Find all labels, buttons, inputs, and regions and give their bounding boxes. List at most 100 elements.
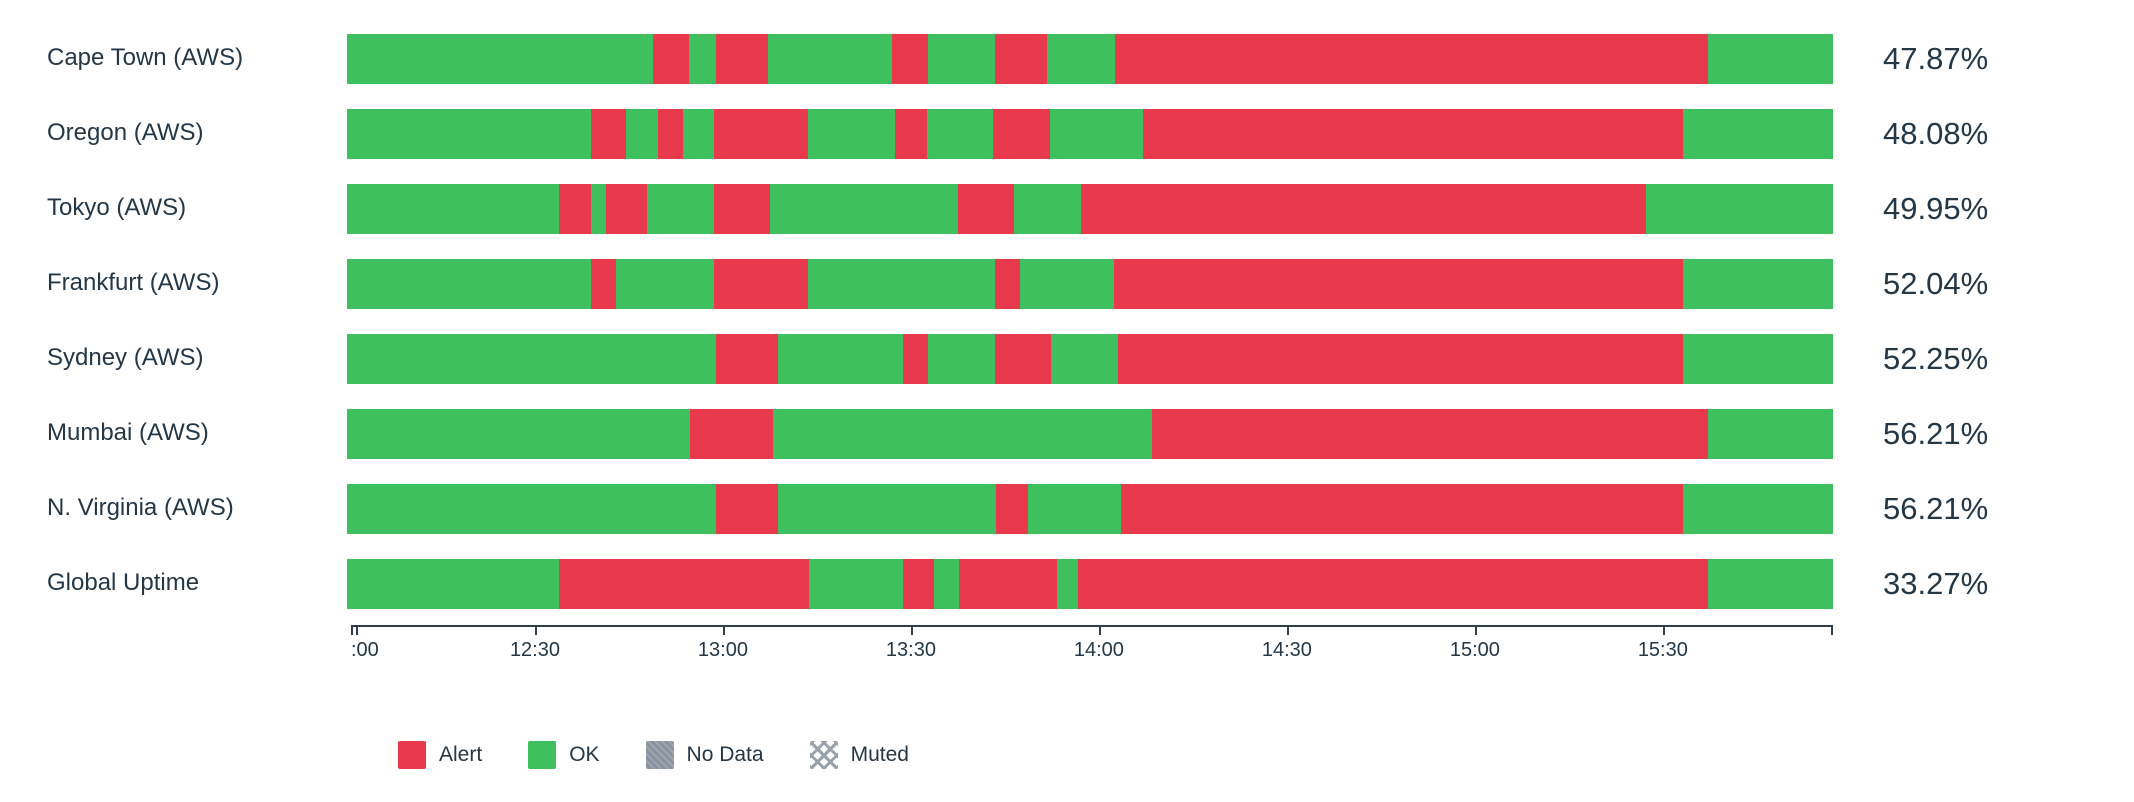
bar-segment-ok[interactable] [626, 108, 658, 159]
bar-segment-ok[interactable] [933, 558, 960, 609]
bar-segment-alert[interactable] [715, 33, 768, 84]
bar-segment-alert[interactable] [1113, 258, 1683, 309]
bar-segment-ok[interactable] [1046, 33, 1116, 84]
axis-tick [910, 625, 913, 635]
bar-segment-ok[interactable] [1708, 558, 1833, 609]
uptime-bar[interactable] [347, 108, 1833, 159]
uptime-bar[interactable] [347, 183, 1833, 234]
bar-segment-ok[interactable] [926, 108, 994, 159]
uptime-percentage: 56.21% [1883, 490, 1989, 526]
bar-segment-ok[interactable] [1645, 183, 1833, 234]
bar-segment-ok[interactable] [347, 408, 691, 459]
bar-segment-ok[interactable] [770, 183, 958, 234]
bar-segment-ok[interactable] [1051, 333, 1119, 384]
bar-segment-ok[interactable] [767, 33, 893, 84]
bar-segment-ok[interactable] [1682, 108, 1833, 159]
bar-segment-alert[interactable] [993, 108, 1050, 159]
bar-segment-alert[interactable] [1115, 33, 1709, 84]
bar-segment-alert[interactable] [715, 333, 778, 384]
time-axis-row: :00 12:30 13:00 13:30 14:00 14:30 15:00 … [0, 621, 2134, 671]
row-label: Oregon (AWS) [47, 119, 204, 147]
bar-segment-ok[interactable] [1708, 33, 1833, 84]
bar-segment-ok[interactable] [682, 108, 715, 159]
bar-segment-ok[interactable] [1014, 183, 1081, 234]
bar-segment-alert[interactable] [1118, 333, 1683, 384]
bar-segment-alert[interactable] [1121, 483, 1683, 534]
uptime-bar[interactable] [347, 558, 1833, 609]
bar-segment-ok[interactable] [647, 183, 714, 234]
bar-segment-ok[interactable] [1049, 108, 1144, 159]
bar-segment-alert[interactable] [892, 33, 928, 84]
bar-segment-alert[interactable] [959, 558, 1058, 609]
bar-segment-ok[interactable] [809, 558, 903, 609]
bar-segment-alert[interactable] [590, 108, 627, 159]
bar-segment-ok[interactable] [1027, 483, 1122, 534]
bar-segment-alert[interactable] [957, 183, 1015, 234]
bar-segment-ok[interactable] [347, 108, 591, 159]
legend-item-muted[interactable]: Muted [809, 741, 909, 769]
bar-segment-ok[interactable] [347, 483, 716, 534]
uptime-bar[interactable] [347, 333, 1833, 384]
bar-segment-ok[interactable] [347, 558, 560, 609]
bar-segment-alert[interactable] [1152, 408, 1709, 459]
bar-segment-alert[interactable] [715, 483, 778, 534]
legend-item-no-data[interactable]: No Data [645, 741, 764, 769]
bar-segment-ok[interactable] [347, 333, 716, 384]
bar-segment-ok[interactable] [927, 333, 995, 384]
bar-segment-ok[interactable] [807, 108, 896, 159]
bar-segment-alert[interactable] [605, 183, 648, 234]
row-label: N. Virginia (AWS) [47, 494, 234, 522]
bar-segment-alert[interactable] [902, 333, 928, 384]
bar-segment-ok[interactable] [927, 33, 995, 84]
bar-segment-alert[interactable] [690, 408, 774, 459]
bar-segment-alert[interactable] [994, 33, 1047, 84]
axis-tick-label: 13:00 [697, 639, 748, 661]
ok-swatch-icon [528, 741, 557, 769]
bar-segment-alert[interactable] [714, 258, 808, 309]
uptime-bar[interactable] [347, 33, 1833, 84]
bar-segment-alert[interactable] [1081, 183, 1646, 234]
bar-segment-alert[interactable] [902, 558, 934, 609]
bar-segment-alert[interactable] [1078, 558, 1709, 609]
bar-segment-ok[interactable] [773, 408, 1153, 459]
bar-segment-alert[interactable] [559, 183, 591, 234]
bar-segment-alert[interactable] [996, 483, 1028, 534]
bar-segment-alert[interactable] [1143, 108, 1683, 159]
bar-segment-ok[interactable] [777, 483, 997, 534]
alert-swatch-icon [398, 741, 426, 769]
bar-segment-alert[interactable] [590, 258, 616, 309]
uptime-bar[interactable] [347, 483, 1833, 534]
bar-segment-ok[interactable] [1708, 408, 1833, 459]
bar-segment-alert[interactable] [559, 558, 810, 609]
bar-segment-alert[interactable] [714, 183, 771, 234]
bar-segment-ok[interactable] [777, 333, 903, 384]
bar-segment-ok[interactable] [688, 33, 716, 84]
bar-segment-ok[interactable] [347, 258, 591, 309]
bar-segment-ok[interactable] [1682, 483, 1833, 534]
bar-segment-alert[interactable] [994, 333, 1052, 384]
uptime-bar[interactable] [347, 258, 1833, 309]
uptime-row-mumbai: Mumbai (AWS) 56.21% [0, 396, 2134, 471]
bar-segment-alert[interactable] [653, 33, 689, 84]
axis-tick [1286, 625, 1289, 635]
bar-segment-ok[interactable] [807, 258, 995, 309]
bar-segment-ok[interactable] [615, 258, 715, 309]
bar-segment-ok[interactable] [347, 183, 560, 234]
uptime-bar[interactable] [347, 408, 1833, 459]
bar-segment-alert[interactable] [657, 108, 683, 159]
bar-segment-alert[interactable] [895, 108, 927, 159]
bar-segment-ok[interactable] [347, 33, 654, 84]
bar-segment-ok[interactable] [1682, 333, 1833, 384]
legend-item-alert[interactable]: Alert [398, 741, 482, 769]
uptime-percentage: 48.08% [1883, 115, 1989, 151]
bar-segment-ok[interactable] [1682, 258, 1833, 309]
bar-segment-ok[interactable] [1057, 558, 1079, 609]
bar-segment-alert[interactable] [994, 258, 1021, 309]
legend-item-ok[interactable]: OK [528, 741, 600, 769]
bar-segment-ok[interactable] [590, 183, 606, 234]
uptime-percentage: 33.27% [1883, 565, 1989, 601]
axis-tick [1098, 625, 1101, 635]
bar-segment-ok[interactable] [1020, 258, 1114, 309]
bar-segment-alert[interactable] [714, 108, 808, 159]
